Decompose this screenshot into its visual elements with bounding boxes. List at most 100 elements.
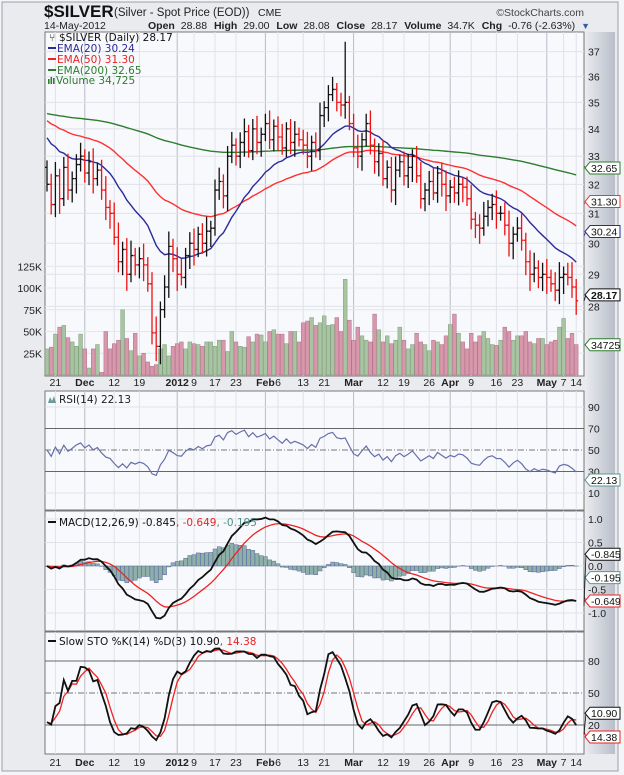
volume-bar [397,326,402,376]
x-axis-label: 14 [570,757,582,769]
volume-bar [410,344,415,376]
menu-dropdown-icon[interactable]: ▼ [581,21,590,31]
macd-histogram-bar [431,565,436,572]
macd-histogram-bar [414,565,419,571]
low-label: Low [276,20,298,32]
volume-bar [65,337,71,376]
macd-histogram-bar [552,565,558,571]
price-bar [200,223,205,254]
price-bar [284,122,289,158]
price-bar [465,176,469,206]
price-bar [112,202,117,245]
macd-histogram-bar [477,565,482,572]
volume-bar [208,341,213,376]
price-bar [360,132,364,171]
legend-ema50: EMA(50) 31.30 [57,54,135,66]
ema200-swatch [48,69,56,71]
price-bar [469,184,474,230]
x-axis-label: 23 [512,377,524,389]
volume-bar [490,344,495,376]
macd-histogram-bar [250,550,256,567]
price-bar [385,160,390,189]
macd-histogram-bar [338,563,344,567]
macd-axis-label: 0.5 [588,538,603,550]
price-bar [192,228,196,266]
price-bar [355,134,360,169]
x-axis-label: 9 [468,377,474,389]
macd-hist-tag: -0.195 [583,571,621,585]
macd-histogram-bar [569,564,575,567]
volume-bar [502,326,507,376]
x-axis-label: May [537,757,558,769]
volume-bar [191,343,197,376]
volume-bar [242,346,247,376]
volume-bar [179,341,184,376]
stockcharts-copyright[interactable]: ©StockCharts.com [496,7,584,19]
volume-bar [431,339,436,376]
price-bar [519,213,524,251]
volume-bar [61,325,66,376]
macd-signal-tag-text: -0.649 [591,596,621,608]
legend-macd: MACD(12,26,9) -0.845, -0.649, -0.195 [59,517,257,529]
price-bar [124,238,129,291]
legend-sto-k: Slow STO %K(14) %D(3) 10.90 [59,636,220,648]
value-tags: 32.65 31.30 30.24 28.17 34725 22.13 -0.195 -0.6… [583,161,621,744]
price-bar [448,180,453,204]
volume-bar [259,334,264,376]
ohlc-icon: ⑂ [49,32,55,44]
close-value: 28.17 [371,20,397,32]
price-bar [87,151,91,186]
price-bar [129,240,133,283]
macd-histogram-bar [137,565,142,579]
volume-bar [95,344,100,376]
volume-axis-label: 75K [23,305,42,317]
price-bar [208,220,213,247]
sto-k-tag: 10.90 [583,706,621,735]
macd-histogram-bar [351,565,356,573]
macd-axis-label: -0.5 [588,585,606,597]
price-bar [326,85,331,122]
rsi-axis-label: 10 [588,488,600,500]
price-bar [427,170,432,206]
price-bar [234,138,238,166]
volume-bar [313,325,318,376]
volume-bar [380,341,386,376]
legend-macd-main: MACD(12,26,9) -0.845 [59,517,176,529]
macd-histogram-bar [263,556,268,567]
macd-histogram-bar [334,562,340,567]
close-label: Close [337,20,366,32]
x-axis-label: 13 [297,757,309,769]
volume-bar [44,348,50,376]
price-bar [162,275,167,318]
sto-d-tag-text: 14.38 [591,732,617,744]
volume-bar [246,336,251,376]
price-bar [292,121,297,157]
volume-bar [477,335,482,376]
price-bar [515,217,520,242]
price-bar [280,123,285,155]
macd-tag-connector [583,554,587,606]
macd-histogram-bar [267,559,272,567]
x-axis-label: 26 [423,377,435,389]
price-bar [536,260,541,289]
price-bar [187,232,192,269]
x-axis-label: 7 [561,377,567,389]
price-axis-label: 37 [588,47,600,59]
volume-bar [225,351,230,376]
ema50-swatch [48,58,56,60]
macd-histogram-bar [279,565,285,568]
volume-bar [385,335,390,376]
exchange-label: CME [258,7,281,19]
macd-tag-text: -0.845 [591,549,621,561]
price-bar [347,95,352,131]
price-bar [171,238,175,273]
volume-bar [523,331,528,376]
x-axis-label: Feb [256,377,275,389]
macd-histogram-bar [527,565,533,573]
x-axis-label: Mar [344,757,363,769]
volume-bar [145,361,150,376]
volume-bar [439,344,444,376]
macd-histogram-bar [313,565,319,575]
macd-histogram-bar [242,545,247,567]
x-axis-label: 21 [50,377,62,389]
